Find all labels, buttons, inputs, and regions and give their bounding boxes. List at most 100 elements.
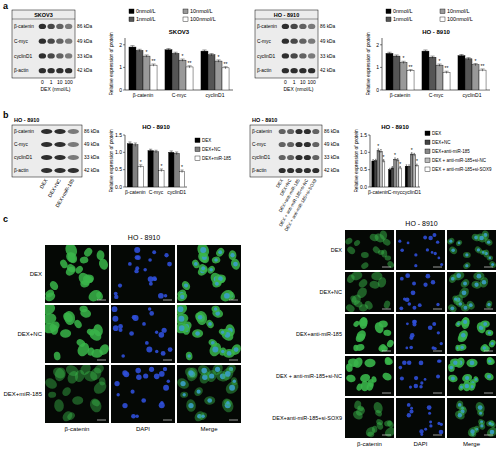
nucleus [118, 284, 122, 288]
micrograph [447, 398, 496, 438]
cell [215, 246, 226, 258]
bar [443, 72, 450, 90]
bar [179, 60, 186, 90]
nucleus [429, 421, 432, 424]
x-tick-label: C-myc [149, 189, 164, 195]
chart-title: HO - 8910 [142, 124, 170, 130]
blot-band [39, 39, 46, 44]
scale-bar [382, 267, 391, 268]
blot-band [47, 68, 54, 73]
nucleus [407, 302, 411, 306]
error-bar [430, 56, 434, 58]
nucleus [409, 346, 413, 350]
bar [143, 56, 150, 90]
cell [204, 396, 215, 405]
cell [485, 329, 494, 336]
y-tick [380, 90, 382, 91]
legend-swatch [386, 17, 391, 22]
lane-label: DEX+miR-185 [54, 177, 75, 208]
y-tick-label: 0 [119, 87, 122, 93]
bar [138, 166, 143, 187]
legend-label: 1nmol/L [136, 16, 156, 22]
blot-band [312, 155, 319, 160]
nucleus [162, 328, 167, 333]
kda-label: 49 kDa [84, 142, 100, 147]
nucleus [160, 401, 163, 404]
cell [211, 306, 220, 313]
cell [205, 318, 215, 329]
cell [361, 252, 369, 258]
scale-bar [229, 300, 238, 301]
nucleus [414, 264, 417, 267]
nucleus [405, 273, 410, 278]
row-label: DEX + anti-miR-185+si-NC [276, 373, 342, 379]
legend-swatch [425, 158, 430, 163]
x-tick-label: C-myc [388, 189, 403, 195]
bar [372, 161, 375, 187]
scale-bar [97, 420, 106, 421]
error-bar [387, 52, 391, 54]
kda-label: 49 kDa [324, 142, 340, 147]
bar [186, 67, 193, 90]
cell [455, 239, 463, 247]
blot-row-label: cyclinD1 [14, 155, 32, 160]
micrograph [396, 314, 445, 354]
legend-label: 10nmol/L [190, 8, 213, 14]
nucleus [488, 359, 491, 362]
cell [486, 356, 496, 366]
bar [377, 151, 380, 187]
blot-band [65, 24, 72, 29]
micrograph [345, 398, 394, 438]
blot-band [279, 168, 286, 173]
cell [383, 300, 391, 310]
micrograph [345, 230, 394, 270]
cell [460, 303, 471, 312]
legend-swatch [386, 9, 391, 14]
nucleus [458, 413, 462, 417]
y-tick-label: 0 [376, 87, 379, 93]
cell [457, 328, 470, 342]
y-axis [125, 38, 126, 90]
legend-swatch [183, 17, 188, 22]
cell [480, 320, 490, 328]
blot-frame [12, 10, 75, 78]
nucleus [230, 253, 234, 257]
cell [358, 303, 369, 312]
blot-band [308, 53, 315, 58]
nucleus [215, 282, 219, 286]
column-label: Merge [463, 441, 481, 447]
significance: * [146, 49, 148, 55]
cell [87, 347, 95, 357]
nucleus [195, 331, 200, 336]
nucleus [112, 306, 118, 312]
nucleus [457, 322, 460, 325]
y-tick [380, 44, 382, 45]
nucleus [122, 403, 127, 408]
legend-label: DEX [202, 138, 211, 143]
nucleus [136, 375, 141, 380]
nucleus [475, 378, 478, 381]
error-bar [134, 143, 137, 146]
column-label: DAPI [413, 441, 427, 447]
lane-label: 1 [50, 79, 53, 85]
bar [400, 62, 407, 90]
nucleus [225, 371, 231, 377]
blot-band [282, 39, 289, 44]
error-bar [202, 50, 206, 52]
cell [98, 257, 109, 271]
micrograph [45, 245, 109, 303]
bar [208, 55, 215, 90]
nucleus [440, 342, 443, 345]
legend-swatch [425, 131, 430, 136]
nucleus [178, 316, 184, 322]
nucleus [451, 376, 455, 380]
bar-chart: SKOV3Relative expression of protein012β-… [109, 8, 233, 98]
bar [465, 59, 472, 90]
error-bar [372, 160, 374, 163]
bar [391, 168, 394, 187]
y-tick-label: 1.0 [115, 149, 122, 155]
error-bar [437, 64, 441, 66]
y-tick [123, 169, 125, 170]
error-bar [413, 153, 415, 156]
cell [463, 252, 471, 258]
